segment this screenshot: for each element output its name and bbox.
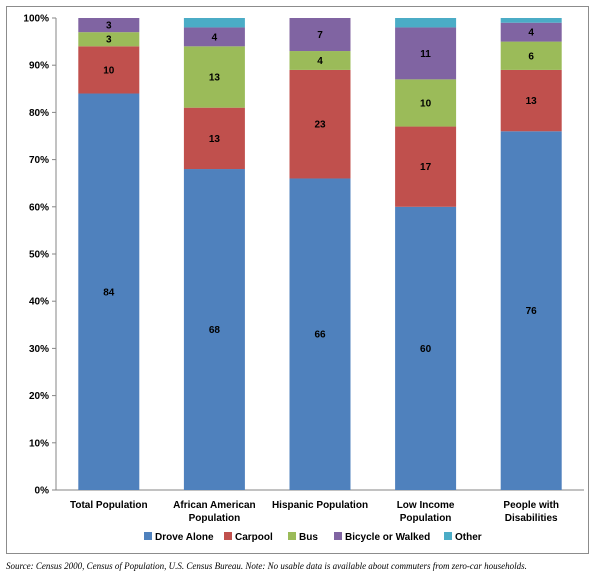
data-label: 10 <box>103 65 115 76</box>
y-tick-label: 40% <box>29 297 49 308</box>
bar-segment <box>183 107 245 170</box>
bar-segment <box>183 18 245 28</box>
x-category-label: People with <box>503 500 559 511</box>
data-label: 3 <box>106 35 112 46</box>
y-tick-label: 0% <box>35 486 50 497</box>
x-category-label: Total Population <box>70 500 148 511</box>
bar-segment <box>500 131 562 490</box>
data-label: 13 <box>526 96 538 107</box>
bar-segment <box>289 178 351 491</box>
y-tick-label: 10% <box>29 438 49 449</box>
data-label: 60 <box>420 344 432 355</box>
bar-segment <box>500 69 562 132</box>
bar-segment <box>395 18 457 28</box>
x-category-label: African American <box>173 500 255 511</box>
legend-swatch <box>334 532 342 540</box>
data-label: 11 <box>420 49 431 60</box>
x-category-label: Disabilities <box>505 513 558 524</box>
bar-segment <box>78 18 140 33</box>
bar-segment <box>289 18 351 52</box>
legend-swatch <box>144 532 152 540</box>
bar-segment <box>183 46 245 108</box>
data-label: 13 <box>209 134 221 145</box>
y-tick-label: 60% <box>29 202 49 213</box>
bar-segment <box>183 27 245 47</box>
legend-label: Drove Alone <box>155 532 214 543</box>
source-note: Source: Census 2000, Census of Populatio… <box>6 561 527 571</box>
bar-segment <box>395 79 457 127</box>
bar-segment <box>395 126 457 207</box>
legend-label: Other <box>455 532 482 543</box>
bar-segment <box>289 51 351 70</box>
data-label: 4 <box>212 32 218 43</box>
legend-label: Carpool <box>235 532 273 543</box>
data-label: 66 <box>314 330 326 341</box>
x-category-label: Low Income <box>397 500 455 511</box>
data-label: 17 <box>420 162 432 173</box>
y-tick-label: 80% <box>29 108 49 119</box>
x-category-label: Population <box>189 513 241 524</box>
data-label: 7 <box>317 30 323 41</box>
data-label: 23 <box>314 120 326 131</box>
bar-segment <box>500 41 562 70</box>
bar-segment <box>183 169 245 491</box>
bar-segment <box>500 22 562 42</box>
legend-swatch <box>444 532 452 540</box>
data-label: 4 <box>528 28 534 39</box>
chart-frame: 0% 10% 20% 30% 40% 50% 60% 70% 80% 90% 100% 84 10 3 3 T… <box>6 6 589 554</box>
x-category-label: Hispanic Population <box>272 500 368 511</box>
y-tick-label: 70% <box>29 155 49 166</box>
y-tick-label: 90% <box>29 61 49 72</box>
bar-segment <box>500 18 562 23</box>
y-tick-label: 30% <box>29 344 49 355</box>
x-category-label: Population <box>400 513 452 524</box>
y-tick-label: 100% <box>23 14 49 25</box>
data-label: 84 <box>103 287 115 298</box>
data-label: 13 <box>209 73 221 84</box>
bar-segment <box>78 46 140 94</box>
bar-segment <box>289 69 351 179</box>
data-label: 10 <box>420 98 432 109</box>
bar-segment <box>78 32 140 47</box>
bar-segment <box>78 93 140 491</box>
stacked-bar-chart: 0% 10% 20% 30% 40% 50% 60% 70% 80% 90% 100% 84 10 3 3 T… <box>23 14 584 543</box>
legend-swatch <box>288 532 296 540</box>
data-label: 6 <box>528 51 534 62</box>
legend-label: Bus <box>299 532 318 543</box>
data-label: 4 <box>317 56 323 67</box>
legend-swatch <box>224 532 232 540</box>
bar-segment <box>395 206 457 491</box>
legend-label: Bicycle or Walked <box>345 532 430 543</box>
data-label: 76 <box>526 306 538 317</box>
data-label: 3 <box>106 21 112 32</box>
data-label: 68 <box>209 325 221 336</box>
bar-segment <box>395 27 457 80</box>
y-tick-label: 50% <box>29 250 49 261</box>
y-tick-label: 20% <box>29 391 49 402</box>
